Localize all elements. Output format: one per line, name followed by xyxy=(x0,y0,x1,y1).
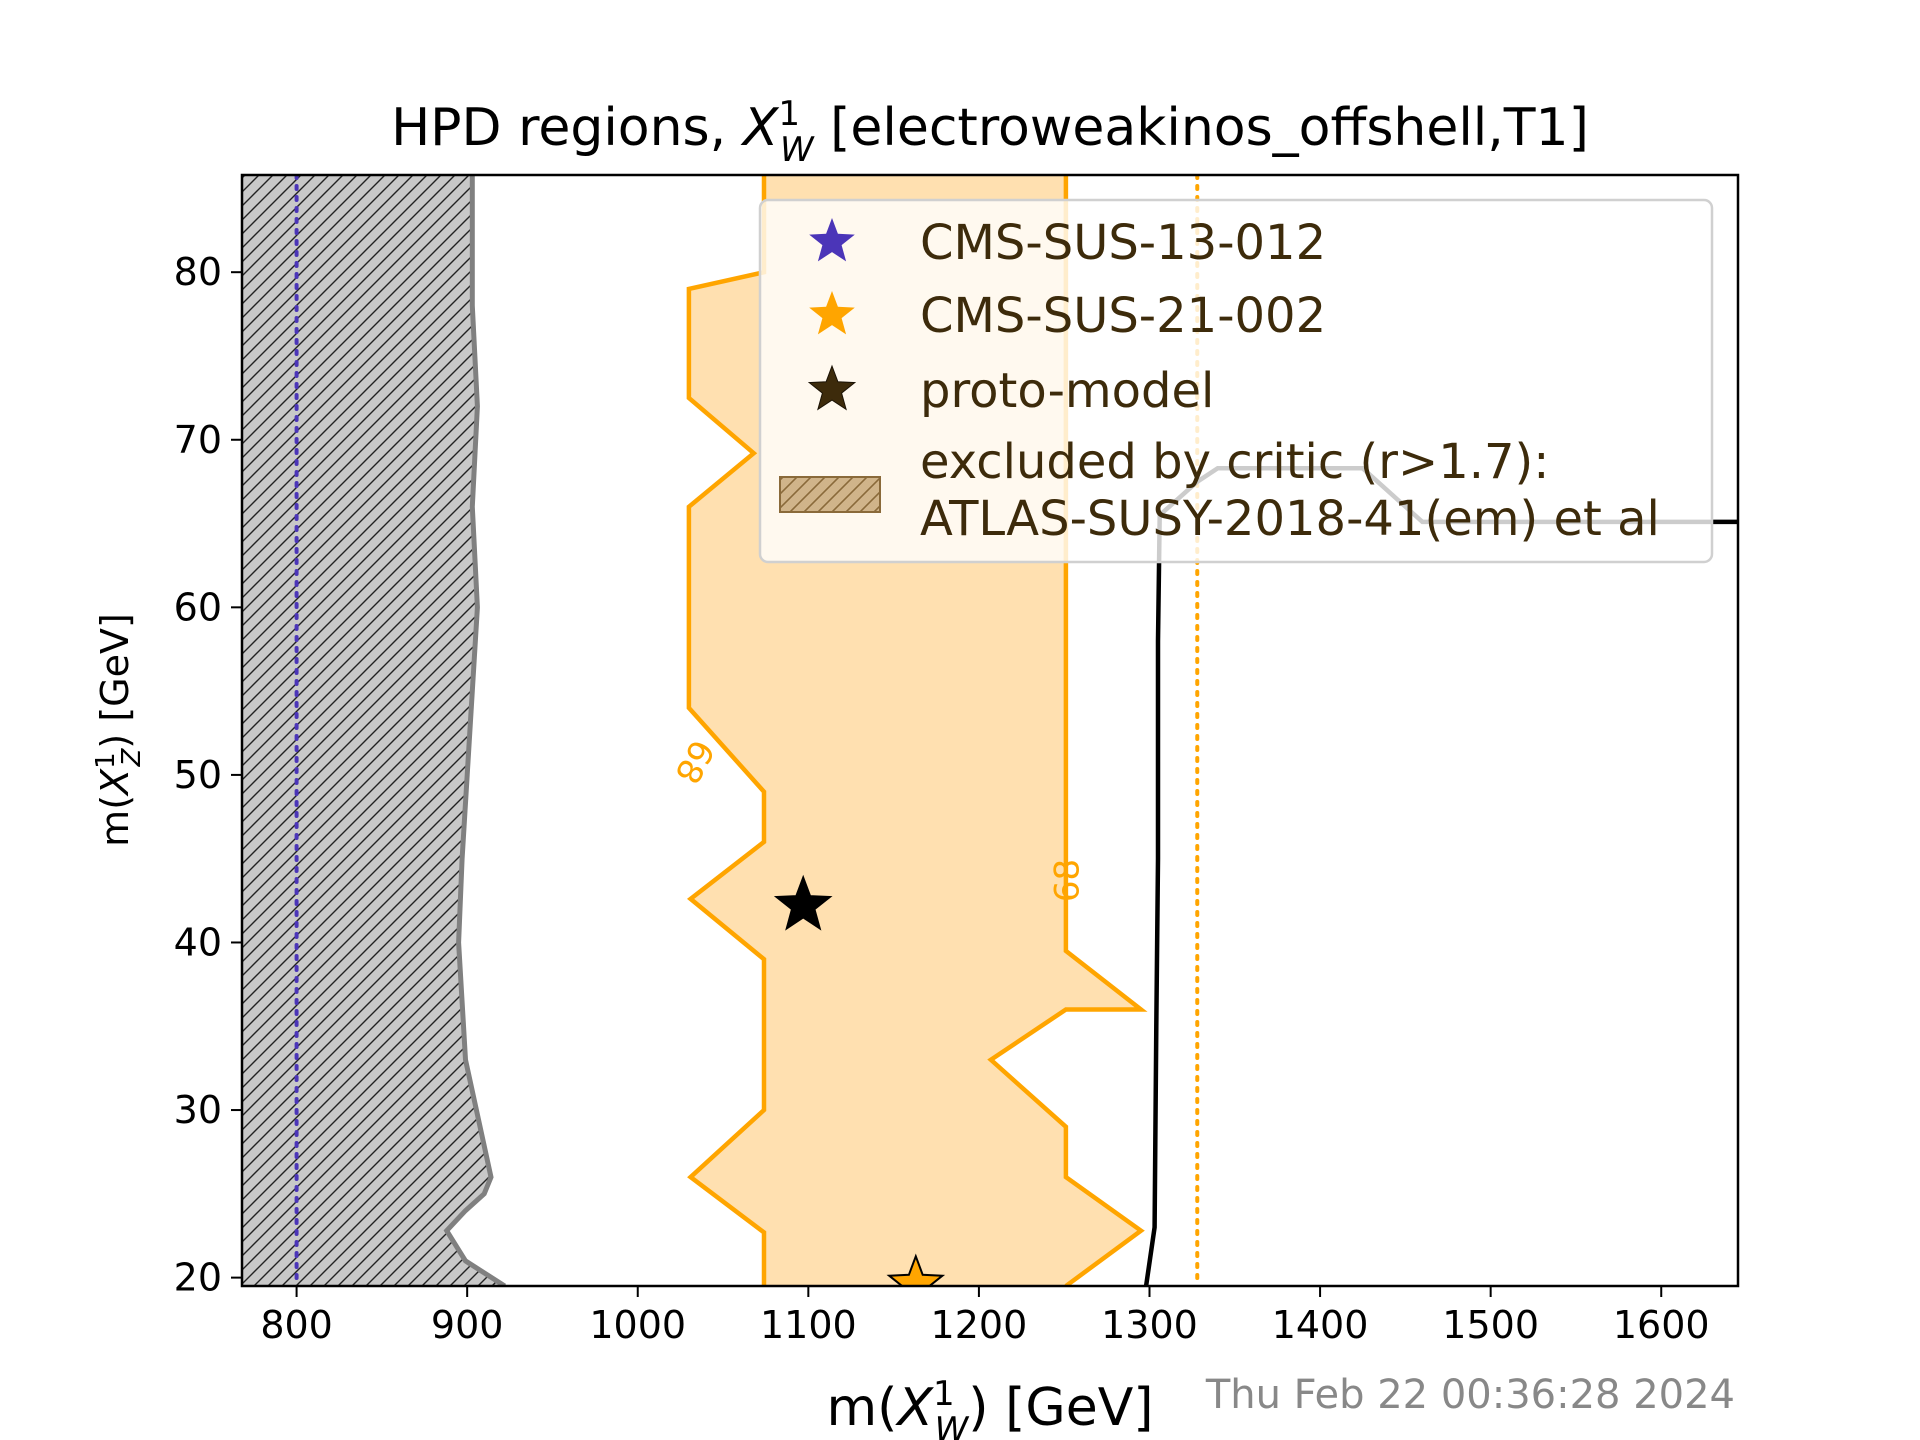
legend-box xyxy=(758,198,1714,564)
legend-hatch-pattern xyxy=(780,477,880,512)
y-tick-label: 30 xyxy=(174,1088,222,1132)
axes-frame xyxy=(240,173,1740,1288)
marker-cms-sus-21-002 xyxy=(886,1253,946,1286)
timestamp: Thu Feb 22 00:36:28 2024 xyxy=(1205,1372,1735,1418)
y-tick-label: 40 xyxy=(174,920,222,964)
y-tick-label: 70 xyxy=(174,418,222,462)
excluded-region-hatch xyxy=(242,175,505,1286)
x-tick-label: 1400 xyxy=(1272,1303,1369,1347)
y-axis-ticks: 20 30 40 50 60 70 80 xyxy=(174,250,242,1300)
y-tick-label: 60 xyxy=(174,585,222,629)
hpd-right-contour xyxy=(987,175,1148,1286)
x-tick-label: 1200 xyxy=(931,1303,1028,1347)
legend: CMS-SUS-13-012 CMS-SUS-21-002 proto-model e… xyxy=(758,198,1714,564)
exclusion-line-layer xyxy=(1143,466,1738,1286)
excluded-region-boundary xyxy=(443,175,507,1286)
markers-layer xyxy=(773,874,946,1286)
x-tick-label: 900 xyxy=(431,1303,504,1347)
x-axis-ticks: 800 900 1000 1100 1200 1300 1400 1500 1600 xyxy=(260,1286,1710,1347)
excluded-region-layer xyxy=(242,175,507,1286)
legend-label-excluded-line2: ATLAS-SUSY-2018-41(em) et al xyxy=(920,491,1660,547)
contour-label-1: 68 xyxy=(666,733,722,790)
legend-star-2 xyxy=(809,291,855,335)
marker-proto-model xyxy=(773,874,833,931)
x-tick-label: 1300 xyxy=(1101,1303,1198,1347)
legend-label-1: CMS-SUS-13-012 xyxy=(920,215,1326,271)
contour-label-2: 68 xyxy=(1048,859,1088,902)
exclusion-line xyxy=(1143,466,1738,1286)
hpd-left-contour xyxy=(686,175,767,1286)
legend-star-1 xyxy=(809,218,855,262)
y-tick-label: 50 xyxy=(174,753,222,797)
legend-label-3: proto-model xyxy=(920,363,1214,419)
x-tick-label: 1000 xyxy=(589,1303,686,1347)
x-tick-label: 1500 xyxy=(1442,1303,1539,1347)
legend-label-2: CMS-SUS-21-002 xyxy=(920,288,1326,344)
chart-title: HPD regions, X1 W [electroweakinos_offshe… xyxy=(391,94,1589,170)
y-axis-label: m(X1Z) [GeV] xyxy=(91,613,147,847)
x-tick-label: 1100 xyxy=(760,1303,857,1347)
legend-star-3 xyxy=(807,364,857,411)
y-tick-label: 20 xyxy=(174,1256,222,1300)
x-tick-label: 800 xyxy=(260,1303,333,1347)
legend-label-excluded: excluded by critic (r>1.7): xyxy=(920,434,1549,490)
x-axis-label: m(X1 W) [GeV] xyxy=(826,1374,1153,1440)
x-tick-label: 1600 xyxy=(1613,1303,1710,1347)
y-tick-label: 80 xyxy=(174,250,222,294)
